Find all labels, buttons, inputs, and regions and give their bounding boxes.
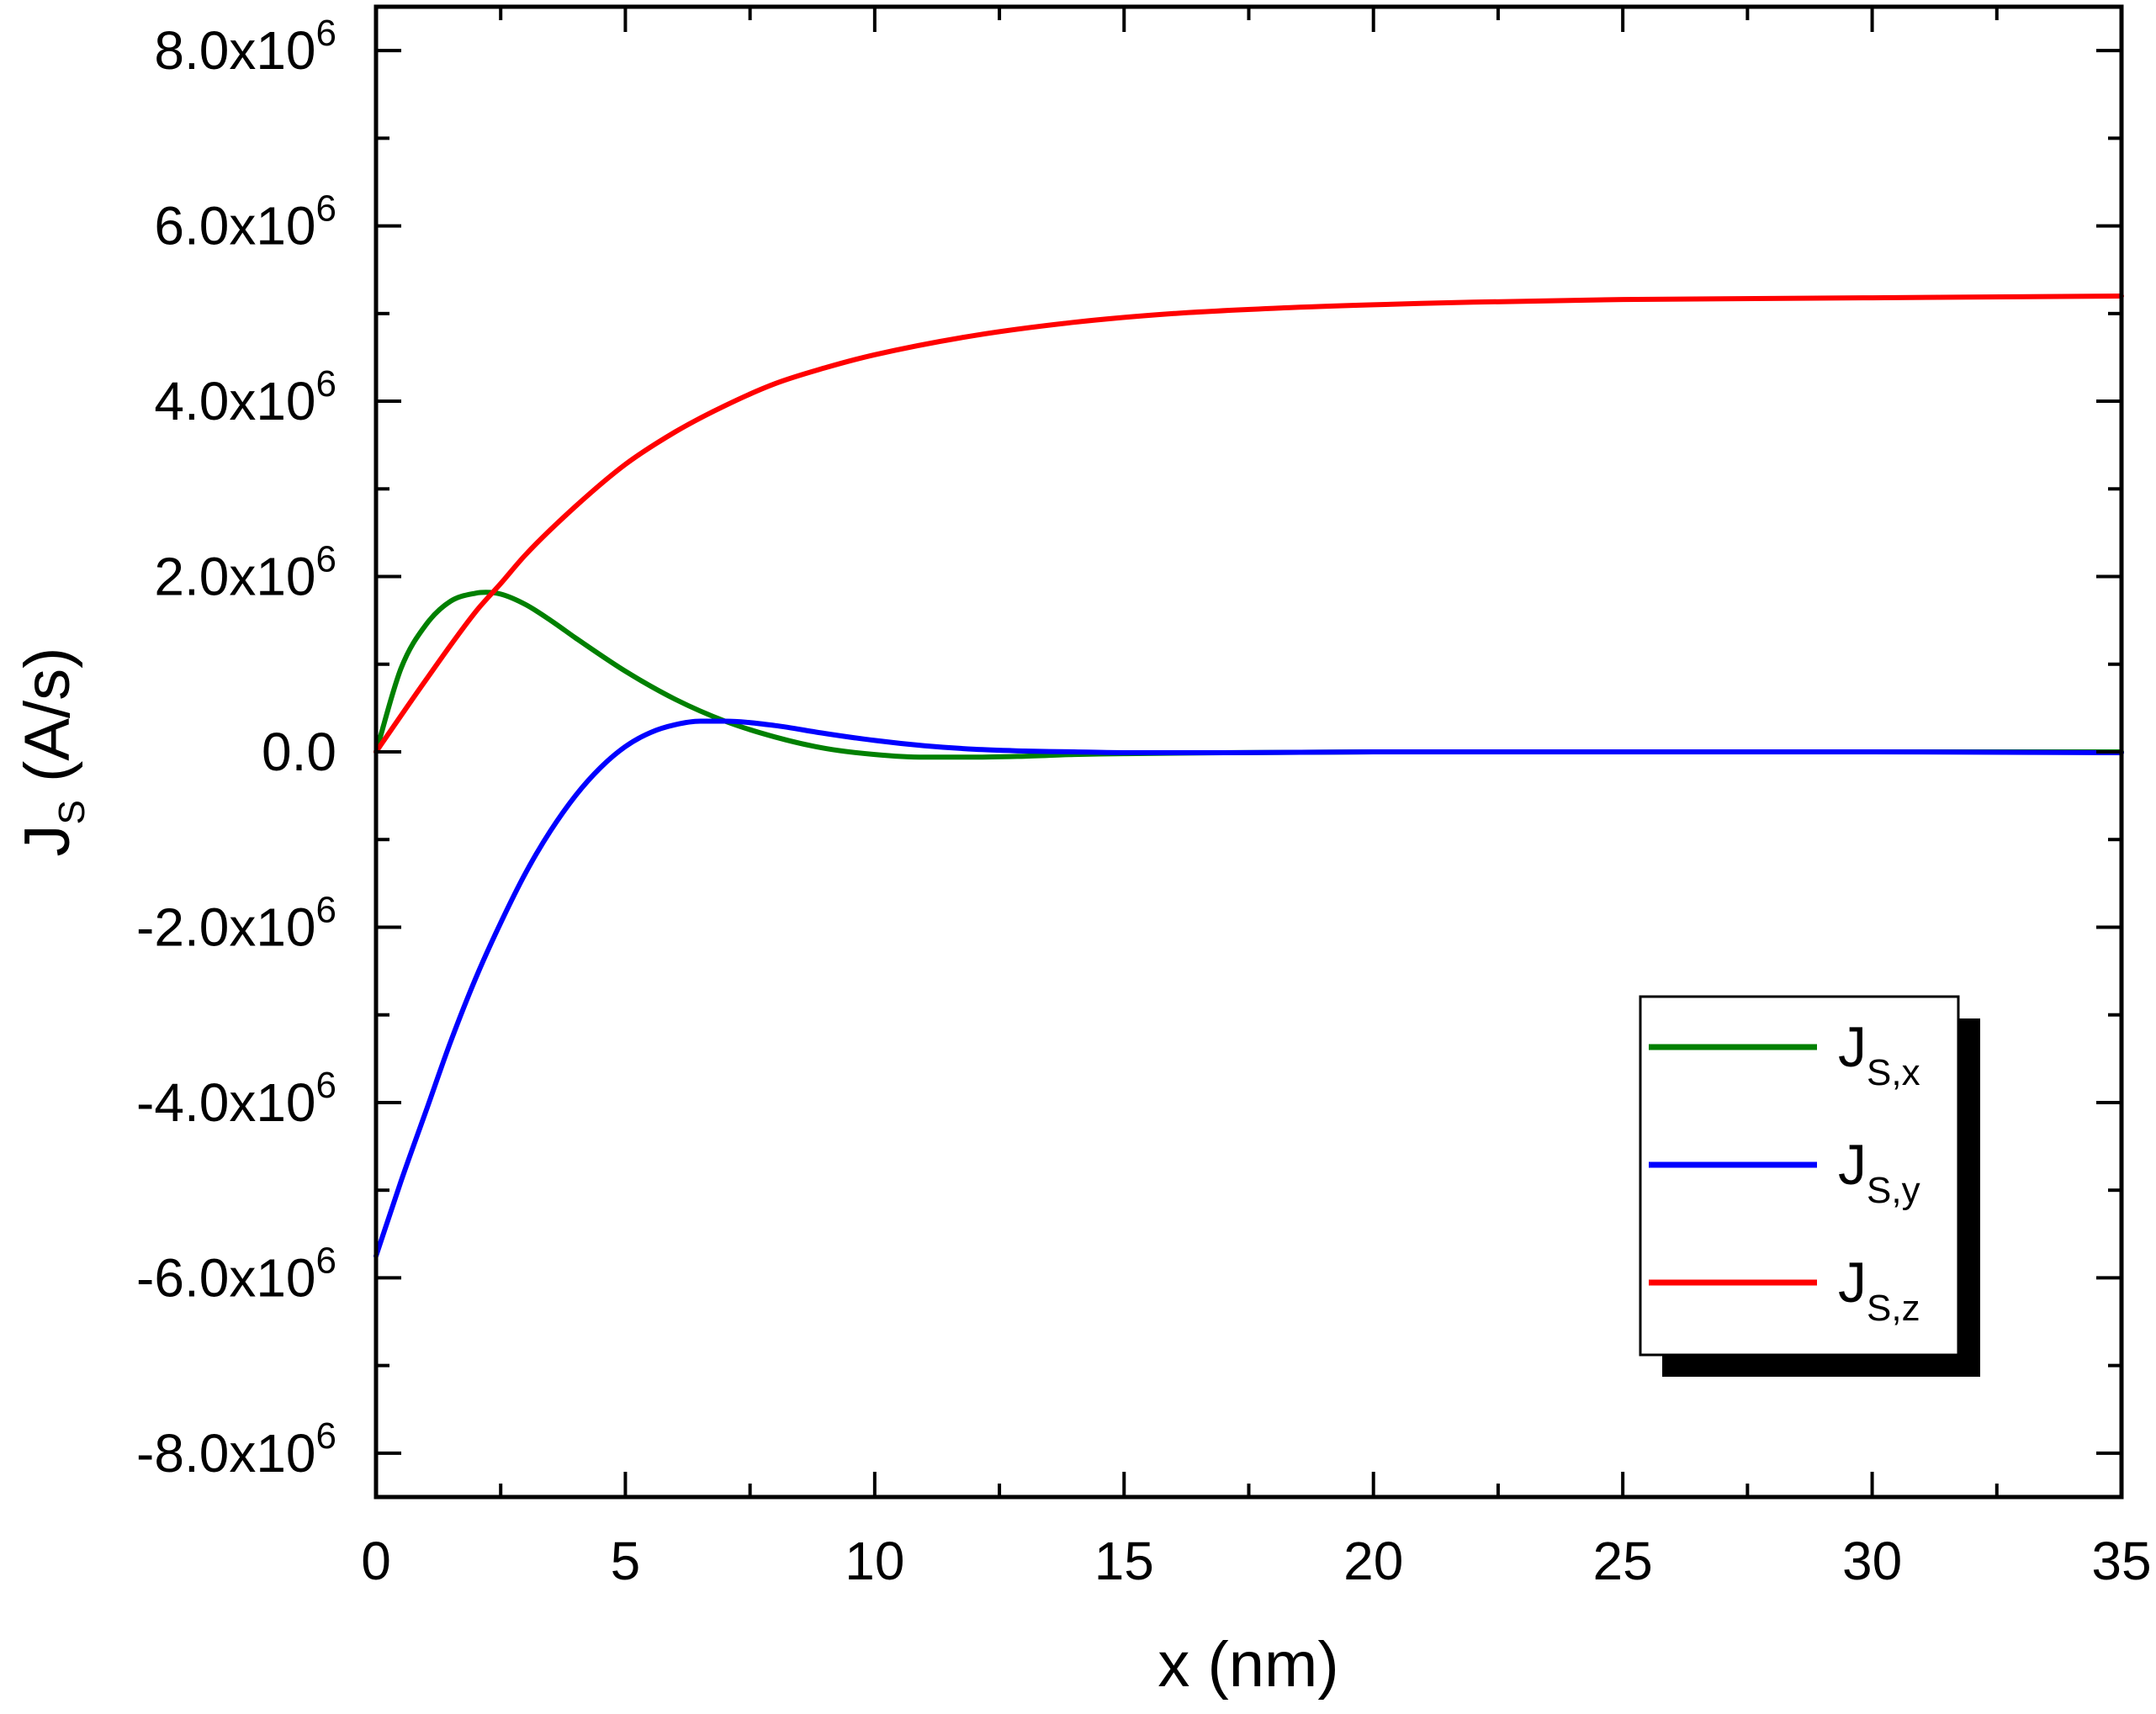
y-tick-label-base: 0.0 <box>262 722 336 782</box>
y-tick-label-exponent: 6 <box>316 889 336 930</box>
y-tick-label: -4.0x106 <box>136 1065 336 1133</box>
series-line-js-x <box>373 590 2124 760</box>
y-tick-label-exponent: 6 <box>316 188 336 230</box>
y-axis-title: JS (A/s) <box>12 648 93 857</box>
y-axis-title-unit: (A/s) <box>12 648 83 801</box>
y-tick-label: 4.0x106 <box>154 363 336 431</box>
y-tick-label-exponent: 6 <box>316 1415 336 1457</box>
series-line-js-y <box>373 718 2124 1259</box>
y-tick-label-exponent: 6 <box>316 539 336 580</box>
legend-label-jsz: JS,z <box>1838 1251 1920 1329</box>
y-tick-labels: -8.0x106-6.0x106-4.0x106-2.0x1060.02.0x1… <box>136 13 336 1484</box>
x-tick-label: 30 <box>1842 1531 1902 1591</box>
y-tick-label-base: 8.0x10 <box>154 20 315 81</box>
x-tick-label: 20 <box>1343 1531 1403 1591</box>
x-tick-label: 15 <box>1094 1531 1154 1591</box>
y-tick-label: 2.0x106 <box>154 539 336 607</box>
x-tick-label: 25 <box>1593 1531 1653 1591</box>
legend: JS,x JS,y JS,z <box>1639 995 1980 1377</box>
legend-label-jsz-sub: S,z <box>1867 1288 1920 1329</box>
y-tick-label-base: -4.0x10 <box>136 1072 315 1133</box>
y-tick-label: 8.0x106 <box>154 13 336 81</box>
y-tick-label: -6.0x106 <box>136 1240 336 1308</box>
x-tick-label: 5 <box>611 1531 641 1591</box>
y-tick-label-base: 6.0x10 <box>154 196 315 257</box>
y-axis-title-sub: S <box>51 800 93 824</box>
y-tick-label-base: -6.0x10 <box>136 1247 315 1308</box>
y-tick-label: -2.0x106 <box>136 889 336 957</box>
legend-label-jsy-main: J <box>1838 1133 1867 1197</box>
x-tick-label: 10 <box>845 1531 904 1591</box>
y-tick-label: 6.0x106 <box>154 188 336 257</box>
y-tick-label-base: -2.0x10 <box>136 897 315 957</box>
legend-box <box>1639 995 1960 1357</box>
y-tick-label-base: 4.0x10 <box>154 371 315 431</box>
legend-label-jsy-sub: S,y <box>1867 1170 1920 1211</box>
y-tick-label-exponent: 6 <box>316 1065 336 1106</box>
x-tick-label: 35 <box>2091 1531 2151 1591</box>
y-tick-label-base: -8.0x10 <box>136 1423 315 1484</box>
legend-label-jsz-main: J <box>1838 1251 1867 1315</box>
legend-label-jsx: JS,x <box>1838 1015 1920 1093</box>
y-tick-label: -8.0x106 <box>136 1415 336 1484</box>
y-tick-label-base: 2.0x10 <box>154 547 315 607</box>
series-layer <box>373 294 2124 1259</box>
x-axis-title: x (nm) <box>1157 1629 1338 1701</box>
y-tick-label-exponent: 6 <box>316 1240 336 1281</box>
x-tick-labels: 0 5 10 15 20 25 30 35 <box>361 1531 2151 1591</box>
y-tick-label: 0.0 <box>262 722 336 782</box>
y-tick-label-exponent: 6 <box>316 13 336 54</box>
tick-layer <box>374 7 2123 1497</box>
legend-label-jsy: JS,y <box>1838 1133 1920 1211</box>
y-tick-label-exponent: 6 <box>316 363 336 405</box>
legend-label-jsx-main: J <box>1838 1015 1867 1079</box>
series-line-js-z <box>373 294 2124 754</box>
legend-label-jsx-sub: S,x <box>1867 1052 1920 1093</box>
x-tick-label: 0 <box>361 1531 391 1591</box>
y-axis-title-main: J <box>12 824 83 856</box>
